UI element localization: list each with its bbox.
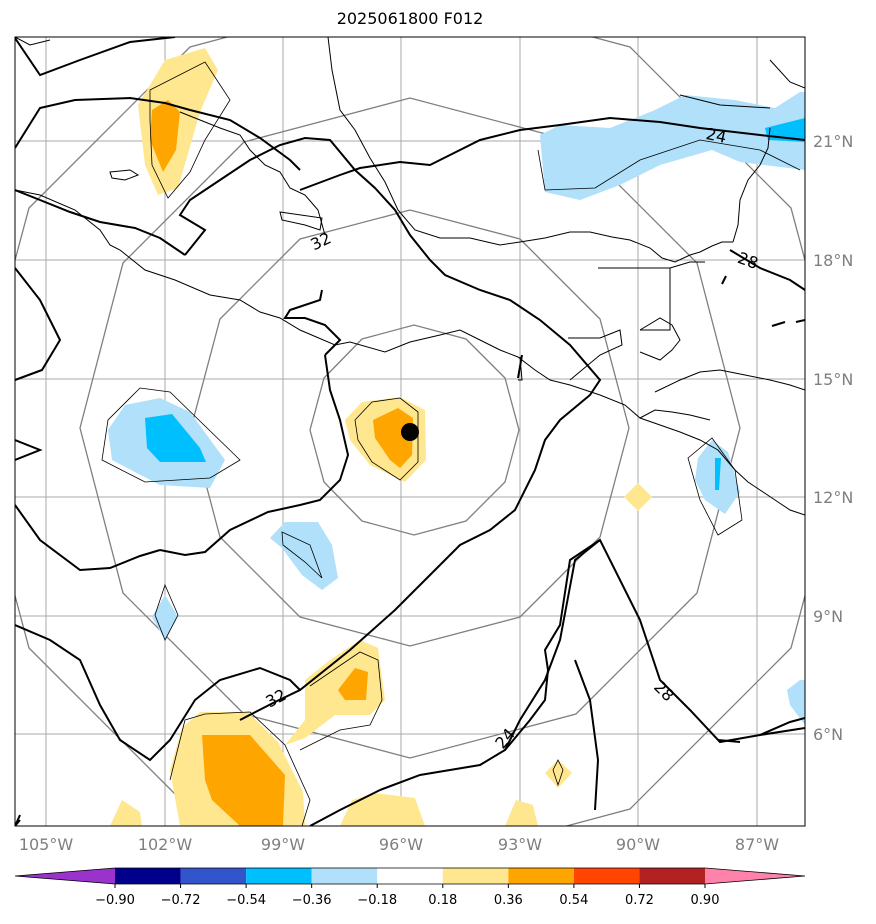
colorbar-tick-label: −0.18 xyxy=(357,893,397,908)
plot-frame xyxy=(14,36,806,827)
storm-center-marker xyxy=(401,423,419,441)
contour-label-24-top: 24 xyxy=(704,124,728,147)
colorbar: −0.90 −0.72 −0.54 −0.36 −0.18 0.18 0.36 0.54 0.7… xyxy=(14,867,806,908)
colorbar-segment xyxy=(442,868,509,884)
map-title: 2025061800 F012 xyxy=(336,9,484,28)
colorbar-segment xyxy=(311,868,378,884)
colorbar-tick-label: −0.90 xyxy=(95,893,135,908)
colorbar-tick-label: −0.72 xyxy=(161,893,201,908)
colorbar-segment xyxy=(115,868,181,884)
colorbar-tick-label: 0.54 xyxy=(559,893,588,908)
lat-label-6n: 6°N xyxy=(813,725,843,744)
lat-label-15n: 15°N xyxy=(813,370,853,389)
lon-label-102w: 102°W xyxy=(138,835,193,854)
colorbar-tick-label: 0.36 xyxy=(494,893,523,908)
lon-label-87w: 87°W xyxy=(735,835,779,854)
colorbar-segment xyxy=(508,868,574,884)
lat-label-12n: 12°N xyxy=(813,488,853,507)
lon-label-99w: 99°W xyxy=(261,835,305,854)
colorbar-tick-label: 0.18 xyxy=(428,893,457,908)
thin-contours xyxy=(101,61,801,826)
colorbar-extend-high xyxy=(705,868,805,884)
lon-label-96w: 96°W xyxy=(379,835,423,854)
colorbar-segment xyxy=(377,868,443,884)
colorbar-tick-label: 0.90 xyxy=(691,893,720,908)
contour-label-28-bottom: 28 xyxy=(650,677,678,705)
colorbar-segment xyxy=(573,868,640,884)
lat-label-21n: 21°N xyxy=(813,132,853,151)
colorbar-segment xyxy=(180,868,247,884)
lat-label-9n: 9°N xyxy=(813,607,843,626)
contour-label-32-top: 32 xyxy=(308,228,334,254)
height-contours xyxy=(15,37,805,826)
anomaly-fills xyxy=(108,48,805,826)
coastlines xyxy=(15,37,805,516)
lat-label-18n: 18°N xyxy=(813,251,853,270)
lon-label-93w: 93°W xyxy=(498,835,542,854)
colorbar-tick-label: 0.72 xyxy=(625,893,654,908)
lon-label-90w: 90°W xyxy=(616,835,660,854)
lon-label-105w: 105°W xyxy=(19,835,74,854)
colorbar-segment xyxy=(246,868,312,884)
colorbar-extend-low xyxy=(15,868,115,884)
colorbar-tick-label: −0.36 xyxy=(292,893,332,908)
colorbar-segment xyxy=(639,868,705,884)
colorbar-tick-label: −0.54 xyxy=(226,893,266,908)
